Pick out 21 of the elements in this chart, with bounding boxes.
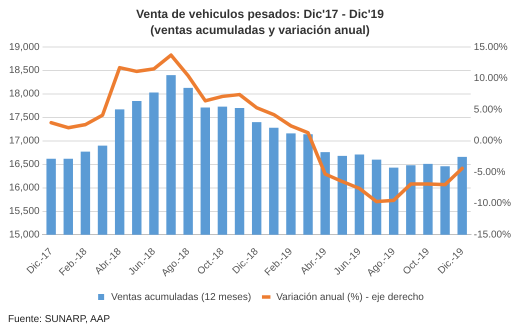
y2-tick-label: 5.00% <box>474 104 502 116</box>
y2-tick-label: 15.00% <box>474 42 508 53</box>
y2-tick-label: 0.00% <box>474 136 502 147</box>
y-tick-label: 16,500 <box>8 159 40 170</box>
chart-title: Venta de vehiculos pesados: Dic'17 - Dic'19 <box>135 6 385 22</box>
y2-tick-label: -10.00% <box>474 198 512 210</box>
y2-tick-label: 10.00% <box>474 73 508 84</box>
y-tick-label: 18,000 <box>8 88 40 100</box>
y-tick-label: 17,000 <box>8 136 40 147</box>
y2-tick-label: -15.00% <box>474 230 512 240</box>
y-tick-label: 15,000 <box>8 230 40 240</box>
source-note: Fuente: SUNARP, AAP <box>8 314 110 325</box>
y-tick-label: 19,000 <box>8 42 40 53</box>
chart-subtitle: (ventas acumuladas y variación anual) <box>149 22 371 38</box>
y-tick-label: 18,500 <box>8 65 40 76</box>
legend-label: Ventas acumuladas (12 meses) <box>111 292 252 303</box>
y2-tick-label: -5.00% <box>474 166 506 178</box>
y-tick-label: 17,500 <box>8 112 40 124</box>
y-tick-label: 16,000 <box>8 182 40 194</box>
y-tick-label: 15,500 <box>8 206 40 218</box>
legend-label: Variación anual (%) - eje derecho <box>276 292 424 303</box>
